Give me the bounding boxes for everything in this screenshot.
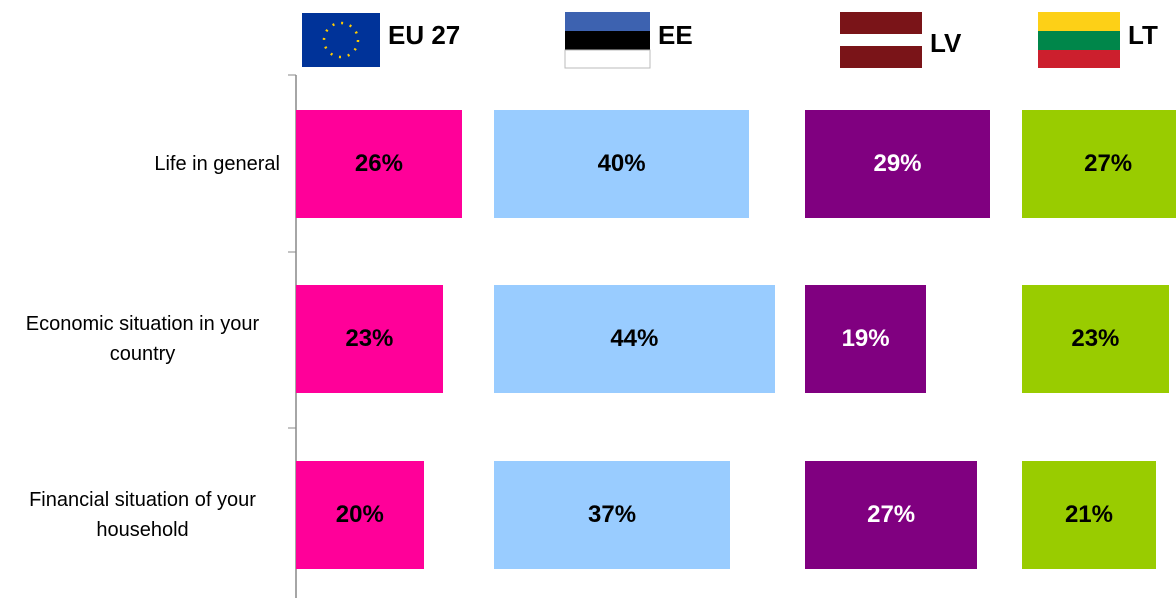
flag-eu bbox=[302, 13, 380, 67]
value-label: 23% bbox=[1071, 325, 1120, 352]
category-label: Financial situation of your household bbox=[5, 461, 280, 569]
bar: 27% bbox=[805, 461, 978, 569]
category-label: Economic situation in your country bbox=[5, 285, 280, 393]
bar: 20% bbox=[296, 461, 424, 569]
bar: 27% bbox=[1022, 110, 1176, 218]
legend-label: LV bbox=[930, 28, 962, 58]
bar: 19% bbox=[805, 285, 927, 393]
value-label: 29% bbox=[873, 150, 922, 177]
bar: 23% bbox=[296, 285, 443, 393]
bar: 26% bbox=[296, 110, 462, 218]
legend-label: EE bbox=[658, 20, 693, 50]
flag-ee bbox=[564, 12, 651, 69]
category-text: Economic situation in your country bbox=[25, 313, 260, 365]
bar: 37% bbox=[494, 461, 731, 569]
value-label: 20% bbox=[335, 501, 384, 528]
bar: 40% bbox=[494, 110, 750, 218]
value-label: 27% bbox=[1084, 150, 1133, 177]
value-label: 26% bbox=[354, 150, 403, 177]
bar: 29% bbox=[805, 110, 991, 218]
bar: 21% bbox=[1022, 461, 1156, 569]
value-label: 44% bbox=[610, 325, 659, 352]
bar: 23% bbox=[1022, 285, 1169, 393]
flag-lv bbox=[840, 12, 922, 68]
flag-lt bbox=[1038, 12, 1120, 68]
value-label: 23% bbox=[345, 325, 394, 352]
legend-label: LT bbox=[1128, 20, 1158, 50]
value-label: 19% bbox=[841, 325, 890, 352]
bar: 44% bbox=[494, 285, 775, 393]
category-label: Life in general bbox=[154, 110, 280, 218]
value-label: 37% bbox=[588, 501, 637, 528]
legend-label: EU 27 bbox=[388, 20, 461, 50]
value-label: 40% bbox=[597, 150, 646, 177]
category-text: Financial situation of your household bbox=[29, 489, 256, 541]
value-label: 21% bbox=[1064, 501, 1113, 528]
category-text: Life in general bbox=[154, 153, 280, 175]
value-label: 27% bbox=[867, 501, 916, 528]
